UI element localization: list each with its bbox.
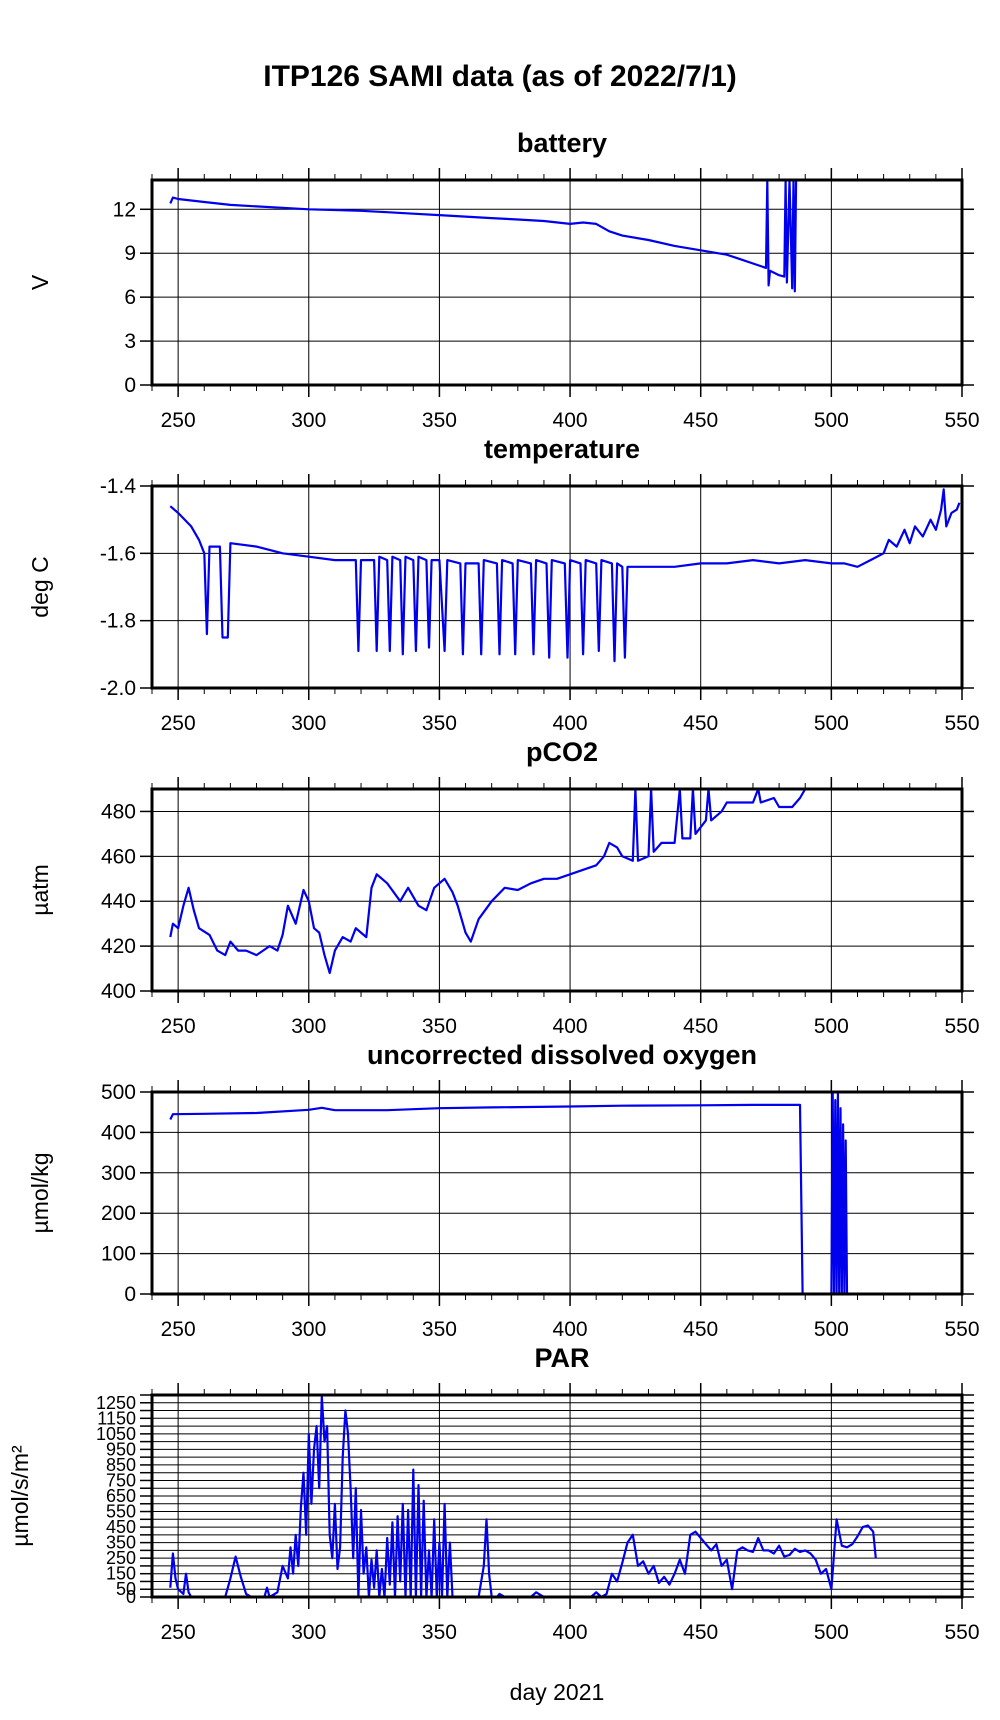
y-tick-label: 300 [101, 1162, 136, 1185]
x-tick-label: 300 [291, 712, 326, 735]
plot-frame [150, 787, 964, 993]
series-line [169, 787, 807, 975]
x-tick-label: 550 [944, 1015, 979, 1038]
y-axis-label: µatm [27, 864, 53, 916]
y-tick-label: 1250 [96, 1393, 136, 1413]
x-tick-label: 450 [683, 409, 718, 432]
x-tick-label: 400 [553, 1015, 588, 1038]
chart-title: ITP126 SAMI data (as of 2022/7/1) [263, 60, 737, 93]
y-tick-label: 450 [106, 1517, 136, 1537]
x-tick-label: 450 [683, 1621, 718, 1644]
y-tick-label: 50 [116, 1579, 136, 1599]
y-tick-label: 440 [101, 890, 136, 913]
y-tick-label: 650 [106, 1486, 136, 1506]
x-tick-label: 250 [161, 1621, 196, 1644]
panel-1: 250 300 350 400 450 500 550 -2.0 -1.8 -1.6 -1.4 tem… [27, 434, 980, 735]
y-tick-label: -1.8 [100, 610, 136, 633]
panel-title: temperature [484, 434, 640, 464]
x-tick-label: 550 [944, 409, 979, 432]
plot-frame [150, 1393, 964, 1599]
y-tick-label: 950 [106, 1439, 136, 1459]
plot-frame [150, 1090, 964, 1296]
x-tick-label: 250 [161, 1015, 196, 1038]
x-tick-label: 350 [422, 1318, 457, 1341]
y-tick-label: 350 [106, 1533, 136, 1553]
y-tick-label: 200 [101, 1202, 136, 1225]
x-tick-label: 300 [291, 1015, 326, 1038]
x-tick-label: 400 [553, 1318, 588, 1341]
y-tick-label: -2.0 [100, 677, 136, 700]
x-tick-label: 500 [814, 1621, 849, 1644]
y-tick-label: 850 [106, 1455, 136, 1475]
x-tick-label: 450 [683, 712, 718, 735]
y-axis-label: µmol/kg [27, 1153, 53, 1234]
x-tick-label: 500 [814, 409, 849, 432]
panel-3: 250 300 350 400 450 500 550 0 100 200 300 400 500 unc… [27, 1040, 980, 1341]
panel-title: pCO2 [526, 737, 598, 767]
y-tick-label: 750 [106, 1470, 136, 1490]
y-tick-label: 250 [106, 1548, 136, 1568]
y-tick-label: 12 [113, 198, 136, 221]
x-tick-label: 400 [553, 1621, 588, 1644]
x-tick-label: 250 [161, 1318, 196, 1341]
y-tick-label: 1050 [96, 1424, 136, 1444]
series-line [169, 1395, 877, 1599]
y-tick-label: 400 [101, 1121, 136, 1144]
panel-2: 250 300 350 400 450 500 550 400 420 440 460 480 pCO2… [27, 737, 980, 1038]
y-tick-label: 100 [101, 1243, 136, 1266]
x-tick-label: 450 [683, 1015, 718, 1038]
y-tick-label: 420 [101, 935, 136, 958]
y-tick-label: 6 [124, 286, 136, 309]
x-tick-label: 250 [161, 409, 196, 432]
x-tick-label: 350 [422, 409, 457, 432]
x-tick-label: 400 [553, 712, 588, 735]
y-tick-label: 550 [106, 1502, 136, 1522]
series-line [169, 488, 961, 663]
y-tick-label: 460 [101, 845, 136, 868]
x-tick-label: 500 [814, 1015, 849, 1038]
y-tick-label: 0 [124, 374, 136, 397]
panel-title: battery [517, 128, 607, 158]
plot-frame [150, 178, 964, 387]
series-line [169, 1090, 884, 1296]
x-tick-label: 550 [944, 1318, 979, 1341]
x-tick-label: 350 [422, 1015, 457, 1038]
panel-0: 250 300 350 400 450 500 550 0 3 6 9 12 battery V [27, 128, 980, 432]
y-tick-label: 9 [124, 242, 136, 265]
x-tick-label: 550 [944, 1621, 979, 1644]
y-tick-label: 0 [124, 1283, 136, 1306]
y-axis-label: V [27, 274, 53, 290]
x-tick-label: 500 [814, 1318, 849, 1341]
series-line [169, 178, 962, 293]
panel-4: 250 300 350 400 450 500 5500501502503504505506… [7, 1343, 980, 1644]
y-tick-label: 0 [126, 1587, 136, 1607]
x-tick-label: 400 [553, 409, 588, 432]
y-tick-label: 480 [101, 800, 136, 823]
x-tick-label: 300 [291, 1621, 326, 1644]
y-tick-label: 400 [101, 980, 136, 1003]
x-tick-label: 550 [944, 712, 979, 735]
y-tick-label: 500 [101, 1081, 136, 1104]
x-axis-label: day 2021 [510, 1679, 605, 1705]
x-tick-label: 450 [683, 1318, 718, 1341]
y-tick-label: 3 [124, 330, 136, 353]
y-tick-label: 1150 [97, 1408, 136, 1428]
y-tick-label: -1.6 [100, 542, 136, 565]
x-tick-label: 250 [161, 712, 196, 735]
y-axis-label: µmol/s/m² [7, 1445, 33, 1547]
x-tick-label: 500 [814, 712, 849, 735]
x-tick-label: 350 [422, 1621, 457, 1644]
y-axis-label: deg C [27, 556, 53, 617]
x-tick-label: 300 [291, 409, 326, 432]
y-tick-label: 150 [106, 1564, 136, 1584]
x-tick-label: 300 [291, 1318, 326, 1341]
y-tick-label: -1.4 [100, 475, 137, 498]
x-tick-label: 350 [422, 712, 457, 735]
panel-title: uncorrected dissolved oxygen [367, 1040, 757, 1070]
panel-title: PAR [534, 1343, 589, 1373]
plot-frame [150, 484, 964, 690]
